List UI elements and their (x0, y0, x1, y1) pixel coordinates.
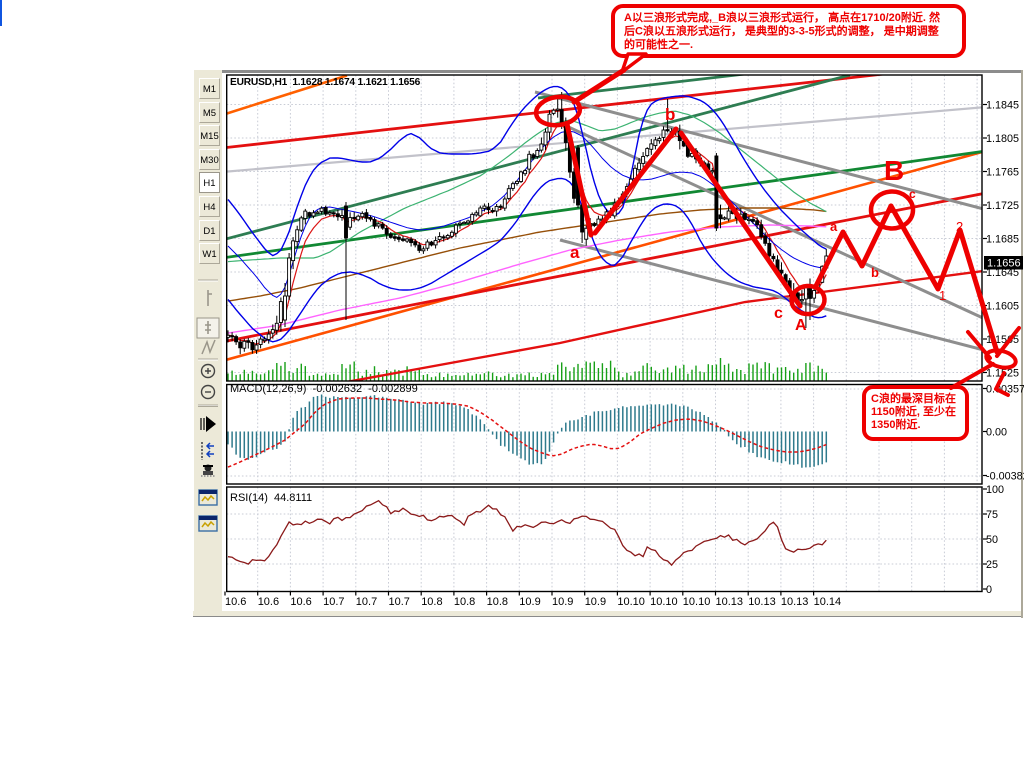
svg-text:1.1656: 1.1656 (987, 258, 1021, 270)
svg-text:10.13: 10.13 (748, 596, 776, 608)
svg-text:10.6: 10.6 (225, 596, 246, 608)
svg-text:10.10: 10.10 (650, 596, 678, 608)
svg-text:1.1725: 1.1725 (986, 200, 1019, 212)
svg-text:10.14: 10.14 (814, 596, 842, 608)
svg-text:10.13: 10.13 (781, 596, 809, 608)
svg-text:10.8: 10.8 (454, 596, 475, 608)
svg-text:1: 1 (939, 288, 946, 303)
svg-text:10.9: 10.9 (585, 596, 606, 608)
svg-text:1.1685: 1.1685 (986, 233, 1019, 245)
svg-text:B: B (884, 155, 904, 186)
svg-text:1350附近.: 1350附近. (871, 417, 921, 431)
svg-text:25: 25 (986, 559, 998, 571)
svg-text:10.6: 10.6 (290, 596, 311, 608)
svg-text:A: A (795, 317, 807, 334)
svg-text:10.7: 10.7 (323, 596, 344, 608)
svg-text:10.7: 10.7 (389, 596, 410, 608)
svg-text:c: c (774, 305, 783, 322)
svg-text:MACD(12,26,9) -0.002632 -0.0: MACD(12,26,9) -0.002632 -0.002899 (230, 383, 418, 395)
svg-text:EURUSD,H1 1.1628 1.1674 1.162: EURUSD,H1 1.1628 1.1674 1.1621 1.1656 (230, 77, 421, 88)
svg-text:1.1605: 1.1605 (986, 300, 1019, 312)
svg-text:0: 0 (986, 584, 992, 596)
svg-text:b: b (665, 105, 675, 124)
svg-text:10.7: 10.7 (356, 596, 377, 608)
svg-text:10.9: 10.9 (552, 596, 573, 608)
svg-text:75: 75 (986, 509, 998, 521)
svg-text:10.9: 10.9 (519, 596, 540, 608)
svg-text:2: 2 (956, 219, 963, 234)
svg-text:1.1765: 1.1765 (986, 166, 1019, 178)
svg-text:10.8: 10.8 (421, 596, 442, 608)
svg-text:1.1805: 1.1805 (986, 133, 1019, 145)
svg-text:0.00: 0.00 (986, 426, 1007, 438)
svg-text:A以三浪形式完成,_B浪以三浪形式运行， 高点在1710/2: A以三浪形式完成,_B浪以三浪形式运行， 高点在1710/20附近. 然 (624, 10, 940, 24)
svg-text:的可能性之一.: 的可能性之一. (624, 37, 693, 51)
svg-text:10.10: 10.10 (683, 596, 711, 608)
svg-text:10.6: 10.6 (258, 596, 279, 608)
svg-text:C浪的最深目标在: C浪的最深目标在 (871, 391, 956, 405)
svg-text:后C浪以五浪形式运行， 是典型的3-3-5形式的调整， 是中: 后C浪以五浪形式运行， 是典型的3-3-5形式的调整， 是中期调整 (624, 24, 939, 38)
svg-text:RSI(14) 44.8111: RSI(14) 44.8111 (230, 492, 312, 504)
svg-text:1.1645: 1.1645 (986, 267, 1019, 279)
svg-text:100: 100 (986, 484, 1004, 496)
svg-text:a: a (570, 243, 580, 262)
svg-text:b: b (871, 265, 879, 280)
svg-text:1150附近, 至少在: 1150附近, 至少在 (871, 404, 956, 418)
svg-text:10.8: 10.8 (487, 596, 508, 608)
svg-text:10.13: 10.13 (716, 596, 744, 608)
svg-text:a: a (830, 219, 838, 234)
svg-text:50: 50 (986, 534, 998, 546)
svg-text:-0.00382: -0.00382 (986, 470, 1024, 482)
svg-text:c: c (909, 187, 916, 201)
svg-text:1.1845: 1.1845 (986, 99, 1019, 111)
svg-text:10.10: 10.10 (617, 596, 645, 608)
